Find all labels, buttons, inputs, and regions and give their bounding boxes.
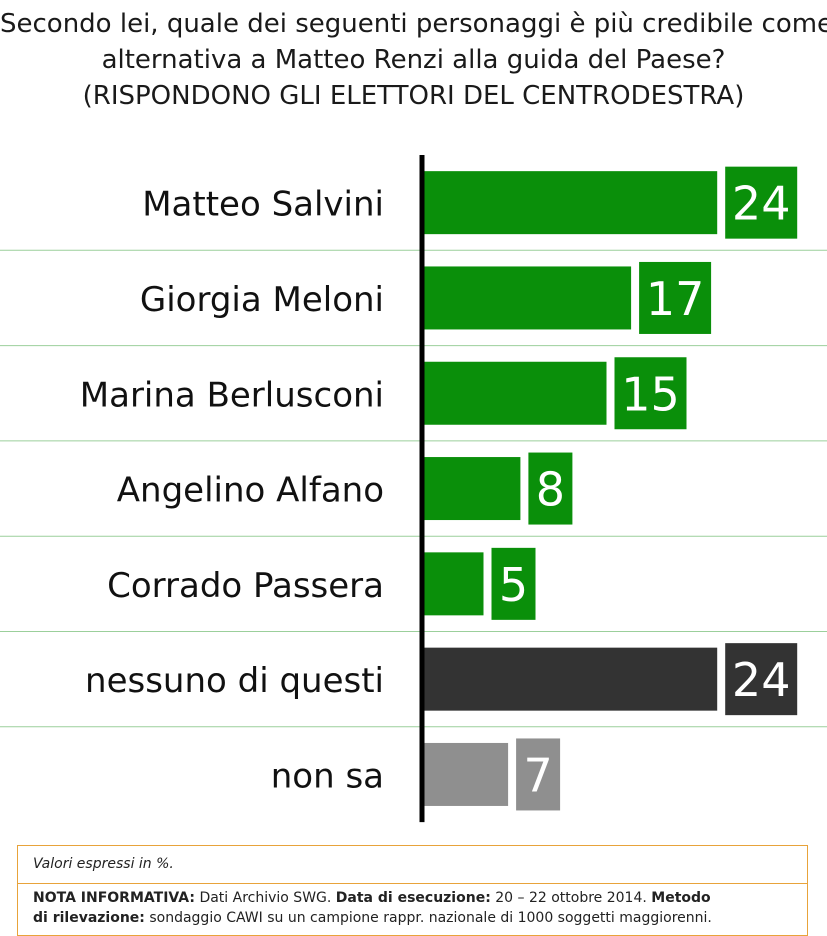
chart-title: Secondo lei, quale dei seguenti personag… <box>0 6 827 114</box>
date-label: Data di esecuzione: <box>335 890 491 906</box>
category-label-giorgia-meloni: Giorgia Meloni <box>140 280 384 320</box>
value-label-marina-berlusconi: 15 <box>621 367 680 421</box>
title-line-1: Secondo lei, quale dei seguenti personag… <box>0 9 827 39</box>
value-label-angelino-alfano: 8 <box>536 463 565 517</box>
bar-corrado-passera <box>422 552 484 616</box>
value-box-corrado-passera <box>491 547 536 620</box>
value-label-giorgia-meloni: 17 <box>646 272 705 326</box>
value-box-matteo-salvini <box>725 166 798 239</box>
category-label-angelino-alfano: Angelino Alfano <box>117 471 384 511</box>
bar-matteo-salvini <box>422 171 718 235</box>
bar-angelino-alfano <box>422 457 521 521</box>
category-label-marina-berlusconi: Marina Berlusconi <box>80 375 384 415</box>
info-footer: Valori espressi in %. NOTA INFORMATIVA: … <box>17 845 808 936</box>
value-box-nessuno-di-questi <box>725 643 798 716</box>
value-label-matteo-salvini: 24 <box>732 177 791 231</box>
value-box-giorgia-meloni <box>639 261 712 334</box>
bar-marina-berlusconi <box>422 361 607 425</box>
bar-nessuno-di-questi <box>422 647 718 711</box>
category-label-nessuno-di-questi: nessuno di questi <box>85 661 384 701</box>
value-box-marina-berlusconi <box>614 357 687 430</box>
method-label-1: Metodo <box>651 890 711 906</box>
category-label-non-sa: non sa <box>271 756 384 796</box>
nota-label: NOTA INFORMATIVA: <box>33 890 195 906</box>
date-text: 20 – 22 ottobre 2014. <box>495 890 647 906</box>
method-text: sondaggio CAWI su un campione rappr. naz… <box>149 910 712 926</box>
unit-note: Valori espressi in %. <box>33 856 174 872</box>
value-box-non-sa <box>516 738 561 811</box>
value-box-angelino-alfano <box>528 452 573 525</box>
category-label-corrado-passera: Corrado Passera <box>107 566 384 606</box>
nota-informativa: NOTA INFORMATIVA: Dati Archivio SWG. Dat… <box>33 888 712 928</box>
bar-chart: Matteo Salvini 24 Giorgia Meloni 17 Marina B… <box>0 155 827 823</box>
method-label-2: di rilevazione: <box>33 910 145 926</box>
value-label-non-sa: 7 <box>523 748 552 802</box>
value-label-corrado-passera: 5 <box>499 558 528 612</box>
category-label-matteo-salvini: Matteo Salvini <box>142 185 384 225</box>
nota-text: Dati Archivio SWG. <box>199 890 332 906</box>
footer-divider <box>18 883 807 884</box>
title-line-3: (RISPONDONO GLI ELETTORI DEL CENTRODESTR… <box>82 81 745 111</box>
bar-giorgia-meloni <box>422 266 632 330</box>
title-line-2: alternativa a Matteo Renzi alla guida de… <box>101 45 726 75</box>
bar-non-sa <box>422 742 509 806</box>
value-label-nessuno-di-questi: 24 <box>732 653 791 707</box>
